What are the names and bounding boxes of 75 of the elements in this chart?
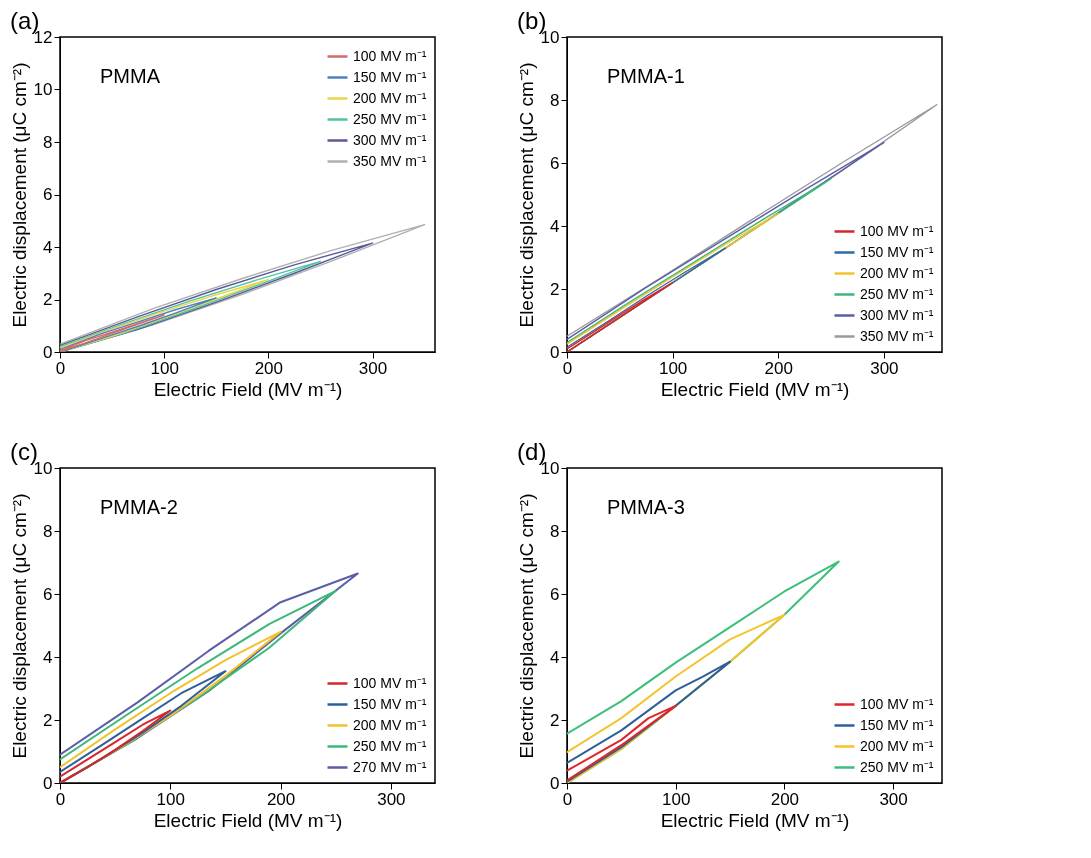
y-tick-label: 6 — [43, 185, 53, 204]
legend-label: 300 MV m⁻¹ — [860, 306, 934, 323]
legend-label: 100 MV m⁻¹ — [860, 695, 934, 712]
annotation: PMMA-2 — [100, 496, 178, 518]
line-series — [567, 282, 674, 352]
legend-label: 200 MV m⁻¹ — [860, 264, 934, 281]
y-tick-label: 8 — [550, 90, 560, 110]
line-series — [60, 242, 374, 352]
x-tick-label: 200 — [254, 358, 284, 378]
y-tick-label: 0 — [43, 773, 53, 793]
y-tick-label: 2 — [550, 279, 560, 299]
legend-label: 100 MV m⁻¹ — [860, 222, 934, 239]
legend-label: 350 MV m⁻¹ — [860, 327, 934, 344]
legend-label: 200 MV m⁻¹ — [860, 737, 934, 754]
y-tick-label: 4 — [550, 216, 560, 236]
x-tick-label: 200 — [770, 789, 800, 809]
legend-label: 100 MV m⁻¹ — [353, 674, 427, 691]
legend-label: 150 MV m⁻¹ — [353, 68, 427, 85]
x-tick-label: 200 — [764, 358, 793, 378]
x-tick-label: 300 — [879, 789, 908, 809]
x-tick-label: 200 — [266, 789, 296, 809]
x-tick-label: 300 — [358, 358, 388, 378]
legend-label: 350 MV m⁻¹ — [353, 152, 427, 169]
y-tick-label: 0 — [43, 342, 53, 362]
x-tick-label: 100 — [156, 789, 185, 809]
y-axis-title: Electric displacement (μC cm⁻²) — [8, 62, 30, 328]
line-series — [60, 260, 322, 352]
legend-label: 200 MV m⁻¹ — [353, 89, 427, 106]
x-axis-title: Electric Field (MV m⁻¹) — [660, 809, 850, 831]
line-series — [60, 278, 270, 352]
y-tick-label: 0 — [550, 342, 560, 362]
line-series — [567, 660, 732, 783]
legend-label: 250 MV m⁻¹ — [353, 110, 427, 127]
legend-label: 100 MV m⁻¹ — [353, 47, 427, 64]
x-axis-title: Electric Field (MV m⁻¹) — [153, 809, 343, 831]
y-tick-label: 8 — [550, 521, 560, 541]
y-tick-label: 4 — [43, 237, 53, 257]
legend-label: 200 MV m⁻¹ — [353, 716, 427, 733]
y-tick-label: 8 — [43, 521, 53, 541]
y-axis-title: Electric displacement (μC cm⁻²) — [515, 493, 537, 759]
legend-label: 150 MV m⁻¹ — [860, 716, 934, 733]
x-axis-title: Electric Field (MV m⁻¹) — [153, 378, 343, 400]
y-tick-label: 10 — [33, 80, 53, 99]
x-tick-label: 300 — [377, 789, 406, 809]
legend-label: 270 MV m⁻¹ — [353, 758, 427, 775]
y-tick-label: 2 — [43, 290, 53, 309]
line-series — [60, 297, 217, 352]
x-axis-title: Electric Field (MV m⁻¹) — [660, 378, 850, 400]
legend-label: 250 MV m⁻¹ — [353, 737, 427, 754]
x-tick-label: 300 — [870, 358, 899, 378]
legend-label: 150 MV m⁻¹ — [353, 695, 427, 712]
annotation: PMMA — [100, 65, 161, 87]
y-tick-label: 0 — [550, 773, 560, 793]
y-tick-label: 6 — [550, 153, 560, 173]
legend-label: 250 MV m⁻¹ — [860, 285, 934, 302]
y-tick-label: 8 — [43, 132, 53, 152]
legend-label: 150 MV m⁻¹ — [860, 243, 934, 260]
y-tick-label: 6 — [43, 584, 53, 604]
line-series — [567, 704, 677, 782]
legend-label: 300 MV m⁻¹ — [353, 131, 427, 148]
y-axis-title: Electric displacement (μC cm⁻²) — [515, 62, 537, 328]
x-tick-label: 100 — [150, 358, 179, 378]
y-tick-label: 2 — [550, 710, 560, 730]
legend-label: 250 MV m⁻¹ — [860, 758, 934, 775]
line-series — [60, 314, 165, 352]
x-tick-label: 100 — [658, 358, 688, 378]
y-tick-label: 2 — [43, 710, 53, 730]
y-tick-label: 4 — [550, 647, 560, 667]
annotation: PMMA-3 — [607, 496, 685, 518]
y-tick-label: 4 — [43, 647, 53, 667]
x-tick-label: 100 — [662, 789, 691, 809]
annotation: PMMA-1 — [607, 65, 685, 87]
line-series — [60, 709, 172, 783]
y-axis-title: Electric displacement (μC cm⁻²) — [8, 493, 30, 759]
y-tick-label: 6 — [550, 584, 560, 604]
